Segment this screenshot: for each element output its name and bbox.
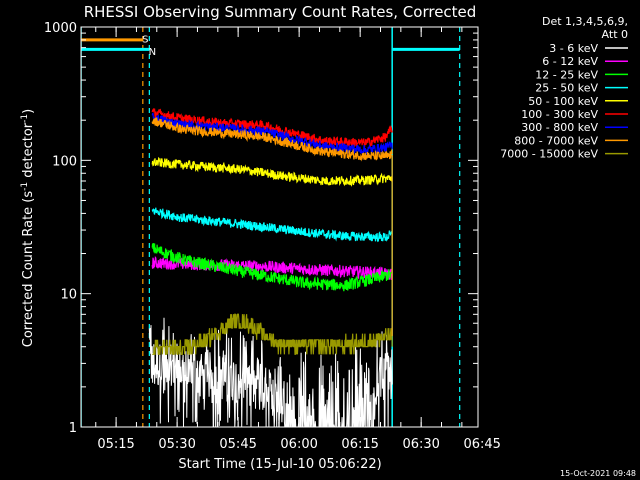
legend-header-line-2: Att 0: [602, 28, 628, 41]
mode-mark-label: N: [149, 47, 156, 58]
legend-label: 12 - 25 keV: [535, 68, 598, 81]
x-tick-label: 06:15: [341, 437, 378, 452]
axes-frame: [80, 26, 479, 428]
x-axis-label: Start Time (15-Jul-10 05:06:22): [178, 457, 381, 472]
y-tick-label: 10: [60, 288, 77, 303]
series-trace: [151, 207, 393, 243]
legend-label: 3 - 6 keV: [549, 42, 598, 55]
x-tick-label: 05:45: [219, 437, 256, 452]
x-tick-label: 05:15: [97, 437, 134, 452]
footer-timestamp: 15-Oct-2021 09:48: [560, 469, 636, 478]
legend-label: 25 - 50 keV: [535, 82, 598, 95]
series-trace: [152, 313, 393, 355]
legend-label: 50 - 100 keV: [528, 95, 598, 108]
chart-title: RHESSI Observing Summary Count Rates, Co…: [84, 3, 477, 21]
series-trace: [151, 243, 393, 292]
series-trace: [148, 317, 393, 427]
y-axis-label: Corrected Count Rate (s-1 detector-1): [20, 109, 36, 347]
legend-label: 300 - 800 keV: [521, 121, 598, 134]
series-trace: [151, 117, 393, 162]
legend-header-line-1: Det 1,3,4,5,6,9,: [542, 15, 628, 28]
x-tick-label: 06:45: [463, 437, 500, 452]
plot-area: SN 1 10 100 1000 05:15 05:30 05:45 06:00 06:15 06:…: [44, 21, 501, 452]
data-layer: SN: [81, 27, 461, 427]
series-trace: [151, 156, 393, 187]
legend-label: 100 - 300 keV: [521, 108, 598, 121]
series-trace: [151, 112, 393, 156]
x-tick-label: 06:30: [402, 437, 439, 452]
y-tick-label: 1: [69, 421, 77, 436]
y-tick-label: 100: [52, 154, 77, 169]
legend-label: 800 - 7000 keV: [514, 134, 598, 147]
x-tick-label: 05:30: [158, 437, 195, 452]
legend-label: 7000 - 15000 keV: [500, 148, 598, 161]
series-trace: [151, 108, 393, 148]
legend-label: 6 - 12 keV: [542, 55, 598, 68]
x-tick-label: 06:00: [280, 437, 317, 452]
mode-mark-label: S: [142, 34, 148, 45]
y-tick-label: 1000: [44, 21, 77, 36]
